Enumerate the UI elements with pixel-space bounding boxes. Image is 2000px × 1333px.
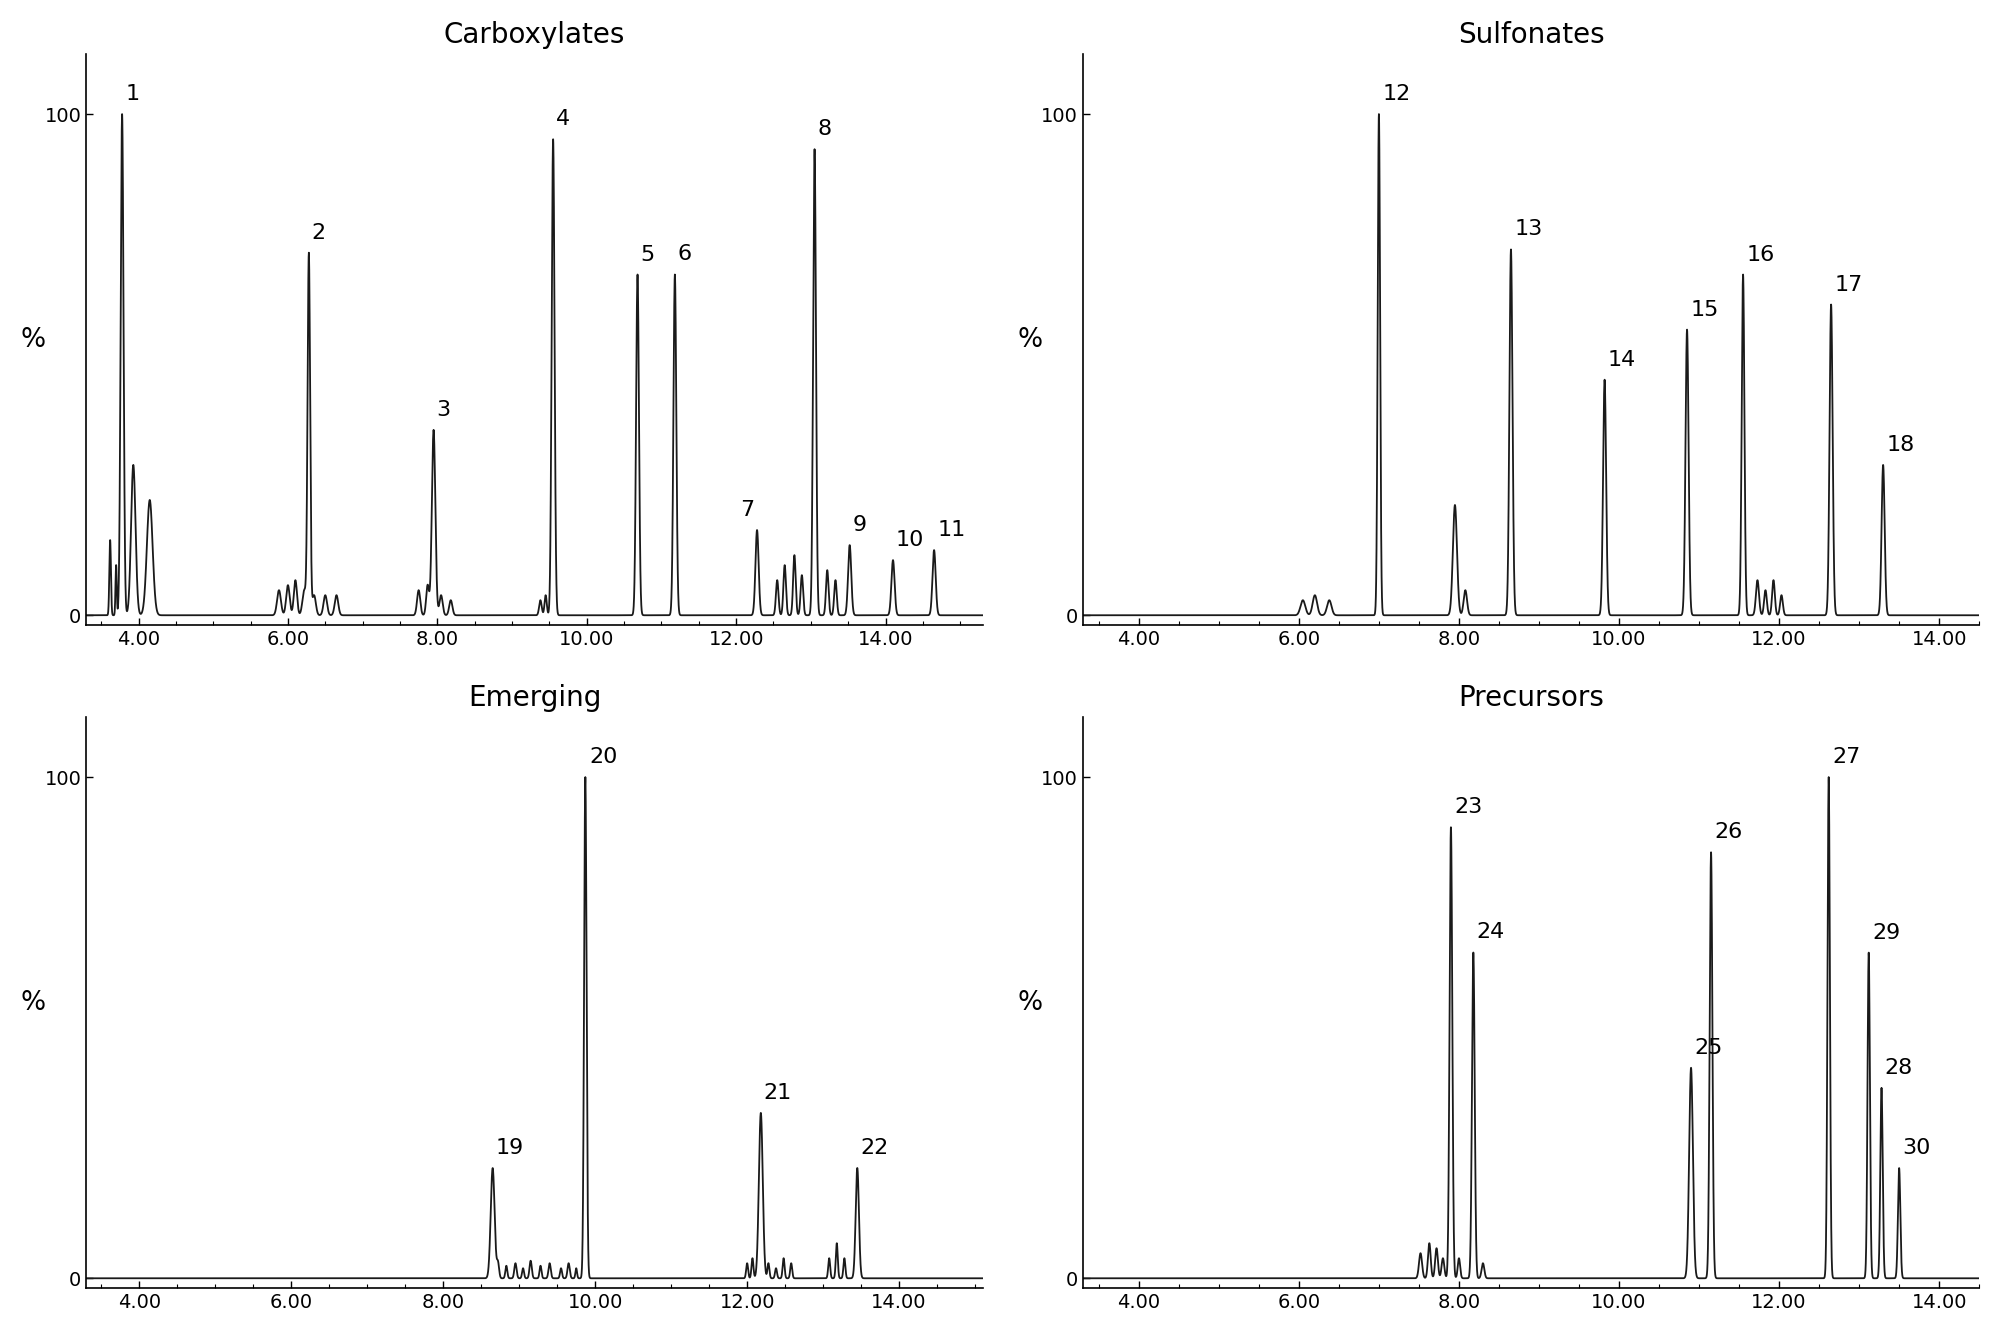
Title: Carboxylates: Carboxylates xyxy=(444,21,626,49)
Text: 13: 13 xyxy=(1514,220,1542,240)
Title: Sulfonates: Sulfonates xyxy=(1458,21,1604,49)
Text: 8: 8 xyxy=(818,119,832,139)
Y-axis label: %: % xyxy=(1018,327,1042,353)
Text: 21: 21 xyxy=(764,1082,792,1102)
Text: 20: 20 xyxy=(590,746,618,766)
Text: 3: 3 xyxy=(436,400,450,420)
Y-axis label: %: % xyxy=(1018,989,1042,1016)
Text: 12: 12 xyxy=(1382,84,1410,104)
Text: 7: 7 xyxy=(740,500,754,520)
Text: 22: 22 xyxy=(860,1138,888,1158)
Title: Precursors: Precursors xyxy=(1458,684,1604,712)
Text: 30: 30 xyxy=(1902,1138,1930,1158)
Text: 9: 9 xyxy=(852,515,866,535)
Title: Emerging: Emerging xyxy=(468,684,602,712)
Text: 17: 17 xyxy=(1834,275,1862,295)
Text: 27: 27 xyxy=(1832,746,1860,766)
Text: 5: 5 xyxy=(640,244,654,264)
Text: 28: 28 xyxy=(1884,1058,1912,1078)
Text: 4: 4 xyxy=(556,109,570,129)
Text: 26: 26 xyxy=(1714,822,1742,842)
Text: 10: 10 xyxy=(896,531,924,551)
Text: 29: 29 xyxy=(1872,922,1900,942)
Y-axis label: %: % xyxy=(20,989,46,1016)
Text: 1: 1 xyxy=(126,84,140,104)
Text: 2: 2 xyxy=(312,223,326,243)
Text: 15: 15 xyxy=(1690,300,1718,320)
Text: 25: 25 xyxy=(1694,1038,1722,1058)
Y-axis label: %: % xyxy=(20,327,46,353)
Text: 24: 24 xyxy=(1476,922,1504,942)
Text: 14: 14 xyxy=(1608,349,1636,369)
Text: 18: 18 xyxy=(1886,435,1914,455)
Text: 11: 11 xyxy=(938,520,966,540)
Text: 16: 16 xyxy=(1746,244,1774,264)
Text: 23: 23 xyxy=(1454,797,1482,817)
Text: 19: 19 xyxy=(496,1138,524,1158)
Text: 6: 6 xyxy=(678,244,692,264)
